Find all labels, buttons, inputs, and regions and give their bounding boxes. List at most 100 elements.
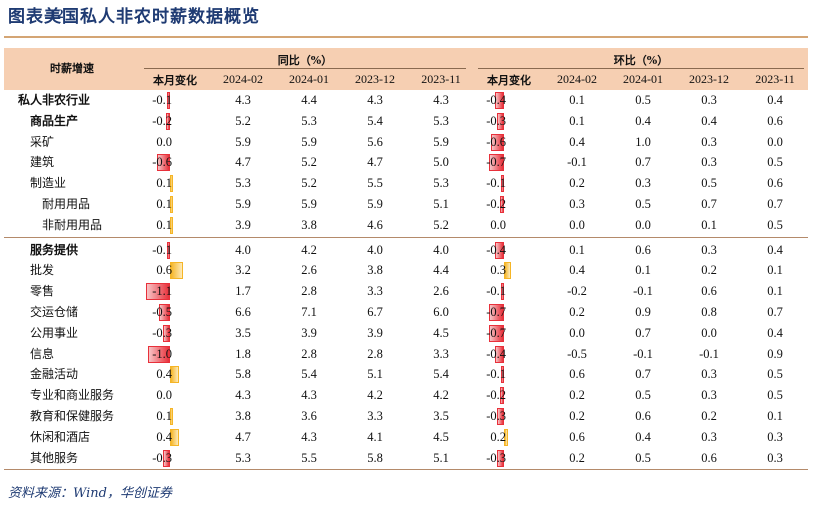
mom-value: 0.0 — [701, 325, 717, 340]
mom-value: 0.6 — [635, 409, 651, 423]
yoy-value: 4.2 — [433, 388, 449, 403]
yoy-value: 5.8 — [367, 450, 383, 465]
table-row: 金融活动 0.4 5.8 5.4 5.1 5.4 -0.1 0.6 0.7 0.3 0.5 — [4, 364, 808, 385]
row-label: 服务提供 — [30, 242, 79, 257]
yoy-value: 4.1 — [367, 429, 383, 444]
mom-value: 0.8 — [701, 305, 717, 319]
table-row: 公用事业 -0.3 3.5 3.9 3.9 4.5 -0.7 0.0 0.7 0.0 0.4 — [4, 323, 808, 344]
mom-change-value: -0.4 — [486, 242, 506, 257]
yoy-change-value: -0.5 — [152, 305, 172, 319]
mom-change-value: -0.3 — [486, 450, 506, 465]
mom-change-bar — [490, 133, 504, 151]
yoy-value: 7.1 — [301, 305, 317, 319]
yoy-group-rule — [144, 68, 466, 69]
table-row: 制造业 0.1 5.3 5.2 5.5 5.3 -0.1 0.2 0.3 0.5 0.6 — [4, 173, 808, 194]
yoy-change-bar — [167, 92, 170, 109]
mom-change-value: -0.7 — [486, 155, 506, 170]
yoy-change-value: 0.1 — [156, 409, 172, 423]
mom-value: 0.4 — [701, 113, 717, 128]
row-label: 专业和商业服务 — [30, 388, 115, 403]
yoy-value: 5.1 — [433, 197, 449, 211]
mom-col-header-2: 2024-01 — [623, 72, 663, 86]
yoy-value: 5.1 — [433, 450, 449, 465]
yoy-value: 3.6 — [301, 409, 317, 423]
yoy-change-bar — [148, 345, 170, 363]
yoy-col-header-0: 本月变化 — [153, 74, 197, 87]
yoy-value: 5.6 — [367, 134, 383, 149]
table-bottom-rule — [4, 469, 808, 471]
yoy-value: 3.8 — [301, 217, 317, 232]
yoy-col-header-3: 2023-12 — [355, 72, 395, 86]
yoy-value: 5.4 — [433, 367, 449, 382]
yoy-value: 2.6 — [433, 284, 449, 299]
mom-value: 0.0 — [767, 134, 783, 149]
mom-value: 0.3 — [569, 197, 585, 211]
mom-group-header: 环比（%） — [613, 54, 669, 67]
mom-value: 0.3 — [701, 367, 717, 382]
row-label: 商品生产 — [30, 113, 79, 128]
mom-value: 0.1 — [635, 263, 651, 278]
yoy-change-bar — [170, 408, 173, 425]
figure-prefix: 图表 — [8, 7, 44, 27]
mom-value: 0.1 — [701, 217, 717, 232]
mom-change-bar — [504, 428, 509, 446]
yoy-value: 5.9 — [301, 134, 317, 149]
yoy-change-bar — [170, 428, 179, 446]
mom-change-bar — [499, 387, 504, 405]
table-row: 私人非农行业 -0.1 4.3 4.4 4.3 4.3 -0.4 0.1 0.5 0.3 0.4 — [4, 90, 808, 111]
mom-value: 0.2 — [569, 388, 585, 403]
mom-change-bar — [497, 112, 504, 130]
mom-change-value: 0.2 — [490, 429, 506, 444]
mom-value: 0.7 — [635, 367, 651, 382]
mom-value: 0.6 — [569, 367, 585, 382]
yoy-change-bar — [163, 324, 170, 342]
yoy-value: 4.3 — [367, 93, 383, 107]
yoy-value: 5.1 — [367, 367, 383, 382]
yoy-value: 4.7 — [367, 155, 383, 170]
mom-col-header-3: 2023-12 — [689, 72, 729, 86]
table-row: 采矿 0.0 5.9 5.9 5.6 5.9 -0.6 0.4 1.0 0.3 0.0 — [4, 132, 808, 153]
table-row: 教育和保健服务 0.1 3.8 3.6 3.3 3.5 -0.3 0.2 0.6 0.2 0.1 — [4, 406, 808, 427]
yoy-value: 2.8 — [367, 346, 383, 361]
yoy-value: 5.3 — [433, 176, 449, 191]
yoy-value: 5.3 — [235, 176, 251, 191]
yoy-value: 1.8 — [235, 346, 251, 361]
mom-col-header-0: 本月变化 — [487, 74, 531, 87]
table-row: 建筑 -0.6 4.7 5.2 4.7 5.0 -0.7 -0.1 0.7 0.3 0.5 — [4, 152, 808, 173]
mom-change-bar — [488, 304, 504, 321]
row-label: 制造业 — [30, 176, 67, 191]
mom-value: 0.0 — [569, 325, 585, 340]
mom-value: 0.5 — [635, 388, 651, 403]
yoy-change-bar — [167, 241, 170, 259]
mom-value: 0.0 — [569, 217, 585, 232]
yoy-change-value: -0.1 — [152, 93, 172, 107]
table-row: 非耐用用品 0.1 3.9 3.8 4.6 5.2 0.0 0.0 0.0 0.1 0.5 — [4, 215, 808, 236]
yoy-value: 4.7 — [235, 429, 251, 444]
yoy-change-bar — [170, 366, 179, 384]
yoy-value: 4.0 — [433, 242, 449, 257]
mom-value: -0.1 — [567, 155, 587, 170]
mom-change-bar — [501, 366, 504, 384]
mom-value: 0.7 — [635, 325, 651, 340]
mom-change-value: -0.1 — [486, 367, 506, 382]
yoy-value: 2.8 — [301, 346, 317, 361]
yoy-value: 3.8 — [235, 409, 251, 423]
yoy-value: 6.0 — [433, 305, 449, 319]
mom-change-value: -0.4 — [486, 346, 506, 361]
yoy-group-header: 同比（%） — [277, 54, 333, 67]
yoy-change-bar — [170, 216, 173, 234]
yoy-change-bar — [163, 449, 170, 467]
mom-value: 0.6 — [767, 113, 783, 128]
yoy-value: 2.6 — [301, 263, 317, 278]
mom-value: 0.1 — [767, 263, 783, 278]
mom-value: 0.5 — [635, 197, 651, 211]
yoy-value: 5.2 — [235, 113, 251, 128]
figure-title: 图表 12 美国私人非农时薪数据概览 — [8, 4, 260, 30]
mom-change-value: -0.3 — [486, 409, 506, 423]
yoy-value: 5.9 — [433, 134, 449, 149]
yoy-change-value: 0.1 — [156, 176, 172, 191]
yoy-value: 4.3 — [433, 93, 449, 107]
yoy-value: 5.3 — [301, 113, 317, 128]
yoy-change-value: -0.2 — [152, 113, 172, 128]
mom-change-value: -0.6 — [486, 134, 506, 149]
